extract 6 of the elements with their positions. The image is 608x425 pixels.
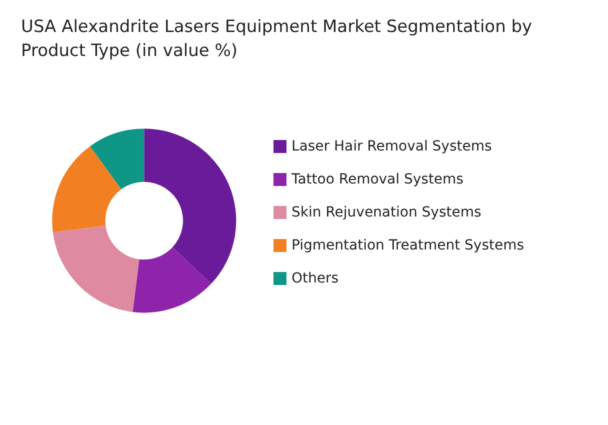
legend-label: Laser Hair Removal Systems: [291, 138, 492, 154]
legend-label: Skin Rejuvenation Systems: [291, 204, 482, 220]
legend-label: Tattoo Removal Systems: [290, 172, 464, 188]
legend-label: Others: [291, 270, 339, 286]
chart-title: USA Alexandrite Lasers Equipment Market Segmentation by Product Type (in value %): [21, 17, 538, 61]
legend-label: Pigmentation Treatment Systems: [291, 238, 524, 254]
